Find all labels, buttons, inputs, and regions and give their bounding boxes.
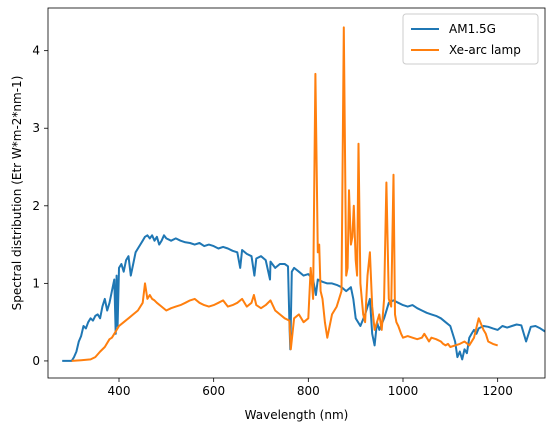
y-axis: 0 1 2 3 4	[32, 44, 48, 368]
plot-area	[62, 26, 545, 362]
legend-label-2: Xe-arc lamp	[449, 43, 521, 57]
x-tick-label: 600	[202, 384, 225, 398]
y-tick-label: 3	[32, 121, 40, 135]
legend-label-1: AM1.5G	[449, 22, 496, 36]
x-axis-label: Wavelength (nm)	[245, 408, 349, 422]
x-tick-label: 1000	[388, 384, 419, 398]
series-line-1	[62, 234, 545, 362]
y-tick-label: 1	[32, 276, 40, 290]
series-line-2	[71, 26, 498, 362]
x-axis: 400 600 800 1000 1200	[108, 378, 513, 398]
y-axis-label: Spectral distribution (Etr W*m-2*nm-1)	[10, 76, 24, 311]
x-tick-label: 800	[297, 384, 320, 398]
y-tick-label: 4	[32, 44, 40, 58]
legend: AM1.5G Xe-arc lamp	[402, 13, 539, 65]
y-tick-label: 2	[32, 199, 40, 213]
legend-box	[402, 13, 539, 65]
x-tick-label: 1200	[482, 384, 513, 398]
axes-frame	[47, 7, 546, 379]
x-tick-label: 400	[108, 384, 131, 398]
y-tick-label: 0	[32, 354, 40, 368]
